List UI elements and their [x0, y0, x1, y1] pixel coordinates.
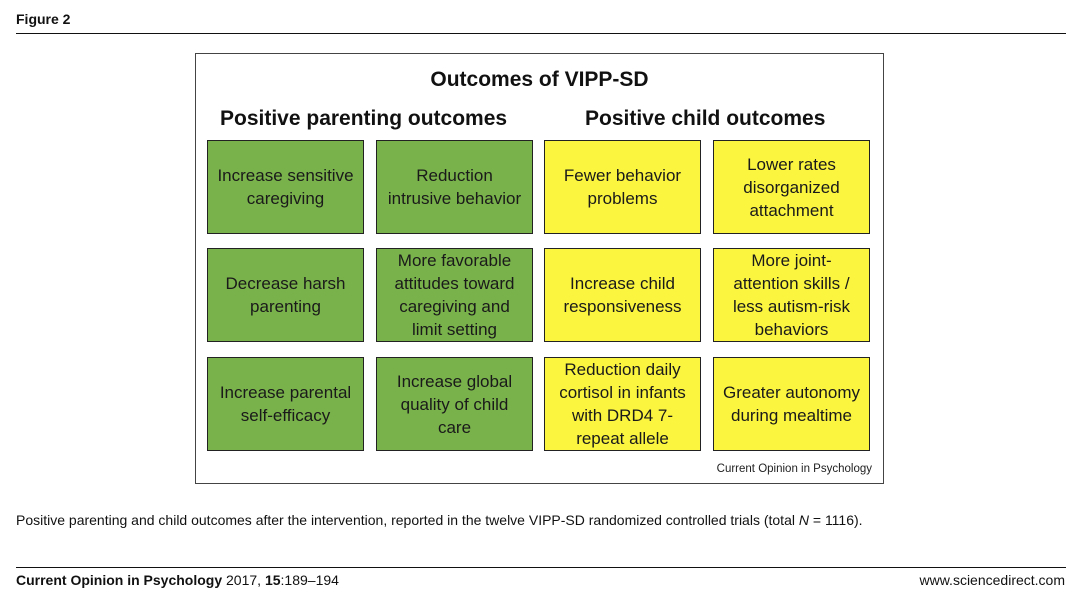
figure-credit: Current Opinion in Psychology [716, 463, 872, 475]
parenting-outcome-box: Increase parental self-efficacy [207, 357, 364, 451]
child-outcome-box: Greater autonomy during mealtime [713, 357, 870, 451]
journal-volume: 15 [264, 572, 281, 588]
parenting-outcomes-heading: Positive parenting outcomes [220, 107, 508, 130]
child-outcome-box: Fewer behavior problems [544, 140, 701, 234]
child-outcomes-heading: Positive child outcomes [585, 107, 826, 130]
bottom-divider [16, 567, 1066, 568]
journal-pages: :189–194 [280, 572, 339, 588]
parenting-outcome-box: Increase global quality of child care [376, 357, 533, 451]
caption-text-start: Positive parenting and child outcomes af… [16, 512, 799, 528]
child-outcome-box: More joint-attention skills / less autis… [713, 248, 870, 342]
diagram-frame: Outcomes of VIPP-SD Positive parenting o… [195, 53, 884, 484]
child-outcome-box: Lower rates disorganized attachment [713, 140, 870, 234]
parenting-outcome-box: Decrease harsh parenting [207, 248, 364, 342]
parenting-outcome-box: More favorable attitudes toward caregivi… [376, 248, 533, 342]
parenting-outcome-box: Increase sensitive caregiving [207, 140, 364, 234]
parenting-outcome-box: Reduction intrusive behavior [376, 140, 533, 234]
journal-citation: Current Opinion in Psychology 2017, 15:1… [16, 572, 339, 588]
figure-caption: Positive parenting and child outcomes af… [16, 512, 863, 528]
caption-n-symbol: N [798, 512, 809, 528]
top-divider [16, 33, 1066, 34]
website-link[interactable]: www.sciencedirect.com [919, 572, 1066, 588]
diagram-title: Outcomes of VIPP-SD [430, 68, 649, 91]
caption-text-end: = 1116). [808, 512, 863, 528]
journal-year: 2017, [222, 572, 265, 588]
journal-name: Current Opinion in Psychology [16, 572, 223, 588]
figure-label: Figure 2 [16, 11, 71, 27]
child-outcome-box: Increase child responsiveness [544, 248, 701, 342]
child-outcome-box: Reduction daily cortisol in infants with… [544, 357, 701, 451]
